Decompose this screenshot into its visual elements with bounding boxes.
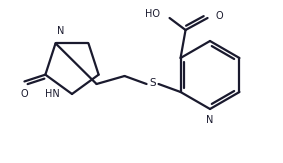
Text: S: S: [149, 78, 156, 88]
Text: N: N: [206, 115, 214, 125]
Text: HN: HN: [45, 89, 60, 99]
Text: O: O: [21, 89, 28, 99]
Text: N: N: [57, 26, 64, 36]
Text: HO: HO: [145, 9, 160, 19]
Text: O: O: [216, 11, 223, 21]
